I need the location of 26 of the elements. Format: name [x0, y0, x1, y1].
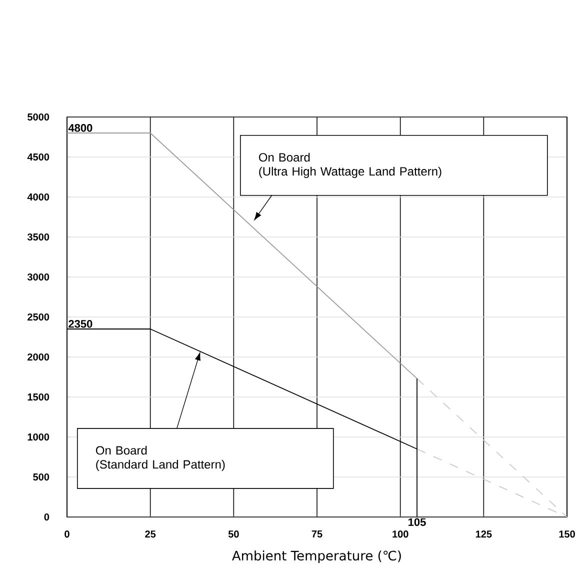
annotation: 105 — [408, 518, 426, 526]
data-label: 4800 — [68, 124, 92, 132]
annotation: On Board — [96, 446, 147, 455]
y-tick-label: 0 — [44, 513, 50, 521]
y-tick-label: 3000 — [27, 273, 50, 281]
x-tick-label: 25 — [145, 530, 156, 538]
y-tick-label: 4000 — [27, 193, 50, 201]
x-axis-title: Ambient Temperature (℃) — [232, 550, 401, 564]
x-tick-label: 100 — [392, 530, 408, 538]
y-tick-label: 500 — [33, 473, 50, 481]
y-tick-label: 1000 — [28, 433, 50, 441]
x-tick-label: 125 — [476, 530, 492, 538]
y-tick-label: 1500 — [28, 393, 50, 401]
annotation: (Ultra High Wattage Land Pattern) — [259, 166, 442, 178]
data-label: 2350 — [68, 320, 92, 328]
x-tick-label: 0 — [64, 530, 70, 538]
annotation: (Standard Land Pattern) — [96, 460, 225, 472]
y-tick-label: 4500 — [27, 153, 50, 161]
y-tick-label: 3500 — [27, 233, 50, 241]
annotation: On Board — [258, 152, 310, 162]
x-tick-label: 150 — [559, 530, 575, 538]
y-tick-label: 5000 — [28, 113, 50, 121]
x-tick-label: 75 — [312, 530, 322, 538]
y-tick-label: 2500 — [28, 313, 50, 321]
y-tick-label: 2000 — [28, 353, 50, 361]
x-tick-label: 50 — [228, 530, 239, 538]
